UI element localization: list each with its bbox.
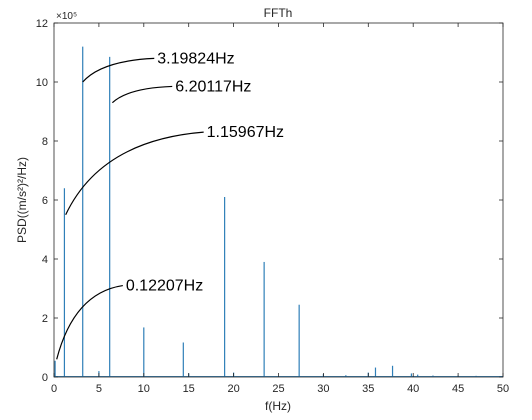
x-tick-label: 35 <box>362 383 374 395</box>
axis-ticks: 0 5 10 15 20 25 30 35 40 45 50 0 2 4 6 8 10 12 <box>36 18 509 395</box>
annotations: 3.19824Hz 6.20117Hz 1.15967Hz 0.12207Hz <box>56 50 284 360</box>
y-tick-label: 12 <box>36 18 48 30</box>
x-tick-label: 25 <box>272 383 284 395</box>
y-tick-label: 0 <box>42 372 48 384</box>
x-tick-label: 15 <box>183 383 195 395</box>
x-tick-label: 40 <box>407 383 419 395</box>
y-tick-label: 10 <box>36 77 48 89</box>
x-tick-label: 50 <box>497 383 509 395</box>
annotation-label: 0.12207Hz <box>126 278 203 295</box>
x-tick-label: 45 <box>452 383 464 395</box>
x-tick-label: 0 <box>51 383 57 395</box>
y-scale-exponent: ×10⁵ <box>56 11 77 22</box>
y-tick-label: 4 <box>42 254 48 266</box>
x-tick-label: 5 <box>96 383 102 395</box>
y-tick-label: 2 <box>42 313 48 325</box>
y-axis-title: PSD((m/s²)²/Hz) <box>15 157 29 243</box>
spectrum-series <box>54 46 503 377</box>
x-tick-label: 10 <box>138 383 150 395</box>
x-tick-label: 20 <box>227 383 239 395</box>
y-tick-label: 8 <box>42 136 48 148</box>
x-axis-title: f(Hz) <box>265 399 291 413</box>
annotation-leader <box>82 57 155 83</box>
y-tick-label: 6 <box>42 195 48 207</box>
annotation-leader <box>65 131 204 216</box>
plot-area <box>54 23 503 377</box>
chart-title: FFTh <box>264 6 293 20</box>
annotation-leader <box>56 284 123 360</box>
annotation-leader <box>111 85 173 104</box>
annotation-label: 3.19824Hz <box>157 50 234 67</box>
x-tick-label: 30 <box>317 383 329 395</box>
annotation-label: 1.15967Hz <box>207 124 284 141</box>
annotation-label: 6.20117Hz <box>175 78 251 95</box>
